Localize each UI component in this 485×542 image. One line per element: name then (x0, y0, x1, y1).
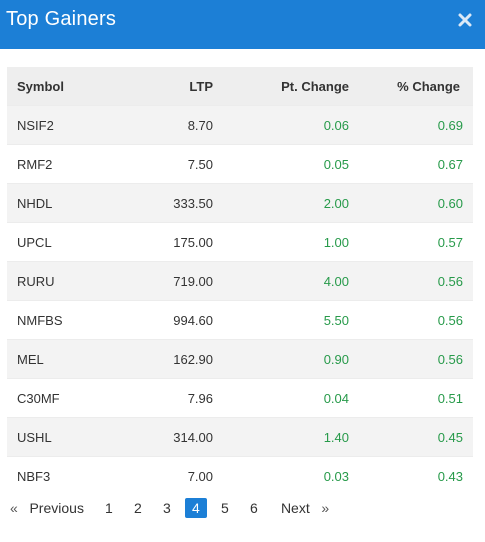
cell-symbol: C30MF (7, 378, 123, 418)
cell-ltp: 7.96 (123, 378, 223, 418)
cell-pct-change: 0.56 (359, 261, 473, 301)
cell-pt-change: 0.03 (223, 456, 359, 495)
cell-ltp: 7.50 (123, 144, 223, 184)
table-header-row: Symbol LTP Pt. Change % Change (7, 67, 473, 106)
cell-symbol: NSIF2 (7, 105, 123, 145)
table-row[interactable]: NMFBS 994.60 5.50 0.56 (7, 300, 473, 340)
cell-ltp: 333.50 (123, 183, 223, 223)
cell-pt-change: 1.00 (223, 222, 359, 262)
next-page-link[interactable]: Next » (281, 498, 329, 518)
pagination: « Previous 1 2 3 4 5 6 Next » (10, 497, 329, 519)
column-header-symbol[interactable]: Symbol (7, 67, 123, 106)
cell-ltp: 8.70 (123, 105, 223, 145)
cell-pct-change: 0.45 (359, 417, 473, 457)
cell-pt-change: 4.00 (223, 261, 359, 301)
cell-symbol: USHL (7, 417, 123, 457)
page-link-2[interactable]: 2 (134, 500, 142, 516)
cell-pt-change: 1.40 (223, 417, 359, 457)
next-label: Next (280, 500, 310, 516)
cell-symbol: NMFBS (7, 300, 123, 340)
page-link-1[interactable]: 1 (105, 500, 113, 516)
column-header-pct-change[interactable]: % Change (359, 67, 473, 106)
gainers-table-container: Symbol LTP Pt. Change % Change NSIF2 8.70… (7, 67, 473, 495)
table-row[interactable]: RMF2 7.50 0.05 0.67 (7, 144, 473, 184)
table-row[interactable]: USHL 314.00 1.40 0.45 (7, 417, 473, 457)
table-body: NSIF2 8.70 0.06 0.69 RMF2 7.50 0.05 0.67 NHDL 333… (7, 105, 473, 495)
cell-symbol: RURU (7, 261, 123, 301)
gainers-table: Symbol LTP Pt. Change % Change NSIF2 8.70… (7, 67, 473, 495)
page-link-3[interactable]: 3 (163, 500, 171, 516)
cell-symbol: NBF3 (7, 456, 123, 495)
cell-pt-change: 0.05 (223, 144, 359, 184)
table-row[interactable]: C30MF 7.96 0.04 0.51 (7, 378, 473, 418)
page-link-5[interactable]: 5 (221, 500, 229, 516)
cell-ltp: 162.90 (123, 339, 223, 379)
cell-ltp: 719.00 (123, 261, 223, 301)
previous-label: Previous (29, 500, 84, 516)
cell-pct-change: 0.67 (359, 144, 473, 184)
table-row[interactable]: NSIF2 8.70 0.06 0.69 (7, 105, 473, 145)
cell-pct-change: 0.57 (359, 222, 473, 262)
next-arrow-icon: » (321, 500, 330, 516)
page-link-6[interactable]: 6 (250, 500, 258, 516)
cell-symbol: NHDL (7, 183, 123, 223)
table-row[interactable]: NBF3 7.00 0.03 0.43 (7, 456, 473, 495)
cell-pct-change: 0.43 (359, 456, 473, 495)
cell-pt-change: 0.06 (223, 105, 359, 145)
close-icon[interactable] (457, 12, 473, 28)
cell-ltp: 175.00 (123, 222, 223, 262)
cell-pt-change: 2.00 (223, 183, 359, 223)
cell-pct-change: 0.56 (359, 339, 473, 379)
table-header: Symbol LTP Pt. Change % Change (7, 67, 473, 106)
cell-ltp: 994.60 (123, 300, 223, 340)
cell-pct-change: 0.51 (359, 378, 473, 418)
table-row[interactable]: RURU 719.00 4.00 0.56 (7, 261, 473, 301)
table-row[interactable]: NHDL 333.50 2.00 0.60 (7, 183, 473, 223)
column-header-pt-change[interactable]: Pt. Change (223, 67, 359, 106)
previous-arrow-icon: « (10, 500, 18, 516)
table-row[interactable]: UPCL 175.00 1.00 0.57 (7, 222, 473, 262)
cell-pt-change: 5.50 (223, 300, 359, 340)
previous-page-link[interactable]: « Previous (10, 498, 84, 518)
cell-pct-change: 0.56 (359, 300, 473, 340)
modal-header: Top Gainers (0, 0, 485, 49)
modal-title: Top Gainers (6, 8, 117, 30)
cell-symbol: UPCL (7, 222, 123, 262)
cell-symbol: RMF2 (7, 144, 123, 184)
cell-pct-change: 0.69 (359, 105, 473, 145)
cell-symbol: MEL (7, 339, 123, 379)
cell-ltp: 314.00 (123, 417, 223, 457)
cell-pct-change: 0.60 (359, 183, 473, 223)
table-row[interactable]: MEL 162.90 0.90 0.56 (7, 339, 473, 379)
cell-ltp: 7.00 (123, 456, 223, 495)
cell-pt-change: 0.90 (223, 339, 359, 379)
column-header-ltp[interactable]: LTP (123, 67, 223, 106)
cell-pt-change: 0.04 (223, 378, 359, 418)
page-link-4-active[interactable]: 4 (184, 498, 207, 518)
